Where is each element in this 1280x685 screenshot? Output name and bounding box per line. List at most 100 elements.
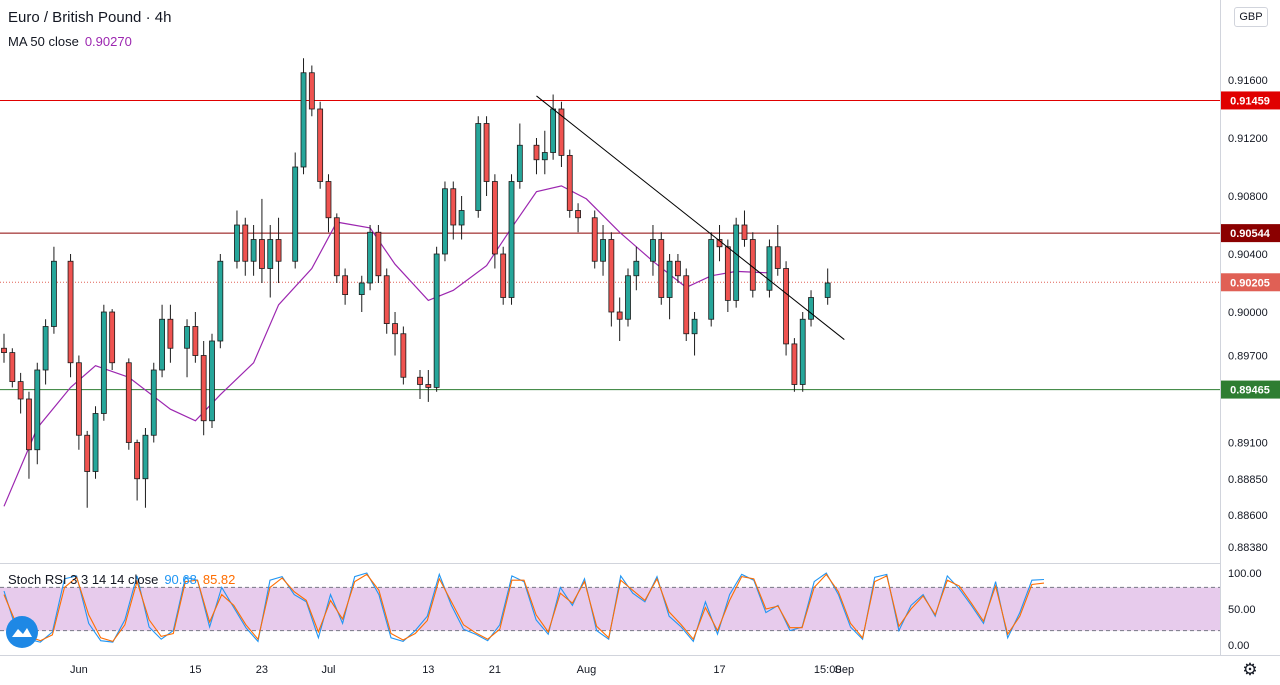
candle-body <box>491 181 498 255</box>
candle-body <box>516 144 523 182</box>
candle-body <box>358 282 365 296</box>
candle <box>666 254 673 320</box>
candle <box>500 246 507 305</box>
candle <box>774 225 781 276</box>
currency-badge[interactable]: GBP <box>1234 7 1268 27</box>
candle-body <box>109 311 116 364</box>
candle-body <box>17 381 24 400</box>
candle <box>167 304 174 363</box>
candle-body <box>192 326 199 356</box>
candle <box>209 333 215 428</box>
candle-body <box>142 434 149 480</box>
candle-body <box>824 282 831 298</box>
candle-body <box>92 413 99 472</box>
candle <box>109 309 116 370</box>
candle-body <box>541 152 548 161</box>
candle <box>26 391 32 479</box>
trendline <box>536 95 845 340</box>
stoch-rsi-label: Stoch RSI 3 3 14 14 close <box>8 572 159 587</box>
candle-body <box>425 384 432 388</box>
candle <box>824 268 831 305</box>
time-tick-label: Aug <box>577 664 597 676</box>
candle-body <box>550 108 557 153</box>
candle-body <box>308 72 315 110</box>
candle <box>358 275 365 312</box>
candle <box>541 130 548 175</box>
candle <box>508 174 515 305</box>
candle <box>483 116 490 196</box>
candle-body <box>333 217 340 277</box>
ma-line <box>3 185 770 507</box>
candle-body <box>242 224 249 262</box>
candle-body <box>708 239 715 320</box>
settings-gear-icon[interactable]: ⚙ <box>1242 660 1258 679</box>
candle-body <box>808 297 814 320</box>
time-tick-label: 21 <box>489 664 501 676</box>
candle <box>184 319 190 378</box>
tradingview-logo-icon[interactable] <box>6 616 38 648</box>
price-tick-label: 0.91600 <box>1228 75 1268 87</box>
candle-body <box>450 188 457 226</box>
price-tick-label: 0.91200 <box>1228 133 1268 145</box>
candle <box>234 210 240 269</box>
candle <box>675 254 681 283</box>
candle <box>125 358 132 450</box>
time-tick-label: 17 <box>713 664 725 676</box>
candle-body <box>591 217 598 262</box>
stoch-band-fill <box>0 587 1220 631</box>
candle <box>708 232 715 327</box>
candle-body <box>508 181 515 298</box>
candle <box>217 254 224 349</box>
candle-body <box>749 239 756 291</box>
candle-body <box>791 343 798 385</box>
candle <box>9 348 16 388</box>
candle <box>491 174 498 269</box>
stoch-rsi-pane: 100.00 50.00 0.00 <box>0 568 1262 652</box>
candle <box>342 268 349 305</box>
ma-label: MA 50 close <box>8 34 79 49</box>
candle <box>749 232 756 298</box>
time-tick-label: 15 <box>189 664 201 676</box>
candle-body <box>766 246 773 291</box>
candle <box>741 210 748 247</box>
level-price-tag <box>1221 380 1280 399</box>
candle-body <box>125 362 132 443</box>
candle-body <box>342 275 349 296</box>
price-tick-label: 0.89700 <box>1228 351 1268 363</box>
level-price-label: 0.90205 <box>1230 277 1270 289</box>
candle <box>766 239 773 298</box>
price-tick-label: 0.90400 <box>1228 249 1268 261</box>
candle-body <box>159 318 165 371</box>
time-tick-label: 13 <box>422 664 434 676</box>
candle-body <box>566 154 573 211</box>
candle-body <box>774 246 781 269</box>
candle <box>200 341 207 436</box>
candle-body <box>100 311 107 414</box>
candle-body <box>150 369 157 436</box>
candle <box>308 65 315 117</box>
candle-body <box>616 311 623 320</box>
candle <box>75 355 82 450</box>
candle-body <box>442 188 448 255</box>
stoch-d-value: 85.82 <box>202 572 236 587</box>
level-price-label: 0.91459 <box>1230 95 1270 107</box>
stoch-k-value: 90.68 <box>164 572 197 587</box>
candle <box>92 406 99 479</box>
candle-body <box>209 340 215 422</box>
candle <box>192 312 199 363</box>
candle <box>42 319 49 385</box>
candle-body <box>575 210 581 219</box>
candle <box>433 246 440 392</box>
candle <box>333 213 340 283</box>
candle <box>250 225 257 276</box>
candle-body <box>458 210 465 226</box>
candle <box>799 312 806 392</box>
candle <box>150 362 157 443</box>
candle <box>275 217 282 283</box>
candle-body <box>267 239 274 269</box>
candle-body <box>799 318 806 385</box>
candle <box>267 225 274 298</box>
candle-body <box>26 398 32 451</box>
